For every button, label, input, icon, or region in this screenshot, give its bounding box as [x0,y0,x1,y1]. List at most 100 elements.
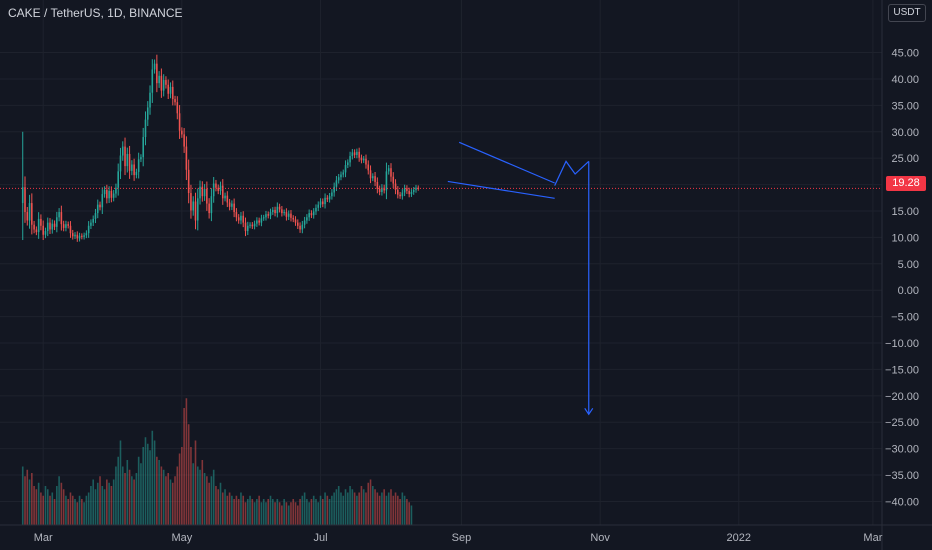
volume-bar [146,443,149,525]
volume-bar [69,492,72,525]
candle [153,59,156,74]
candle [71,229,74,240]
volume-bar [310,499,313,525]
candle [96,199,99,219]
candle [287,210,290,221]
wedge-lower-trendline[interactable] [447,180,555,199]
candle-body [42,225,44,235]
candle-body [185,146,188,170]
candle-body [244,222,247,232]
price-tick-label: 30.00 [891,127,919,139]
volume-bar [410,505,413,525]
volume-bar [44,486,47,525]
candle-body [315,207,317,212]
volume-bar [249,495,251,525]
volume-bar [267,499,270,525]
drawing-tools[interactable] [447,141,594,416]
volume-bar [399,499,401,525]
time-axis[interactable]: Mar May Jul Sep Nov 2022 Mar [0,524,932,544]
volume-bar [171,482,174,525]
candle [312,208,315,219]
volume-bar [85,495,88,525]
candle [201,181,204,202]
candle [367,160,370,175]
volume-bar [194,440,197,525]
volume-bar [351,489,354,525]
volume-bar [67,499,69,525]
volume-bar [408,502,410,525]
volume-bar [317,502,320,525]
volume-bar [128,469,131,525]
candle [381,184,383,196]
candle-body [249,224,251,226]
candle [210,188,213,222]
candle-body [160,75,163,91]
candle [158,71,160,88]
candle [140,154,142,163]
candle-body [228,202,231,207]
candle-body [372,176,374,179]
volume-bar [74,499,76,525]
candle-body [128,153,131,171]
volume-bar [124,473,126,525]
volume-bar [26,469,29,525]
candle-body [362,158,365,161]
volume-bar [265,502,267,525]
wedge-upper-trendline[interactable] [458,141,555,184]
candle-body [226,195,229,203]
volume-bar [299,499,301,525]
candle [228,198,231,211]
projection-path[interactable] [554,160,590,186]
volume-bar [210,476,213,525]
volume-bar [60,482,63,525]
price-axis[interactable]: 45.0040.0035.0030.0025.0020.0015.0010.00… [881,0,919,550]
candle [194,192,197,230]
currency-button[interactable]: USDT [888,4,926,22]
symbol-title[interactable]: CAKE / TetherUS, 1D, BINANCE [8,6,183,20]
candle [246,221,249,236]
candle-body [131,164,133,171]
candle-body [96,204,99,214]
time-tick-label: 2022 [727,532,751,544]
candle-body [278,206,281,210]
volume-bar [174,476,176,525]
volume-bar [374,489,376,525]
candle-body [146,107,149,120]
candle [271,207,274,215]
volume-bar [208,482,210,525]
volume-bar [158,460,160,525]
candle-body [340,174,342,178]
candle-body [310,213,313,216]
volume-bar [149,450,151,525]
candle-body [412,189,415,192]
candle [378,185,381,196]
candle [49,218,51,234]
candle [131,160,133,176]
candle-body [290,213,292,218]
candle-body [335,180,338,187]
candle [126,147,129,173]
candle [171,80,174,106]
candle [31,193,33,235]
volume-bar [156,456,158,525]
candle-body [124,146,126,167]
volume-bar [108,482,110,525]
candle-body [399,194,401,197]
volume-bar [119,440,122,525]
candle-body [344,165,347,173]
candle-body [212,183,215,197]
volume-bar [256,499,258,525]
volume-bar [87,492,90,525]
volume-bar [403,495,406,525]
candle [215,179,217,192]
candle [60,205,63,231]
candle [281,205,283,217]
volume-bar [99,476,101,525]
volume-bar [392,495,395,525]
candle [408,187,410,198]
price-tick-label: −15.00 [885,364,919,376]
volume-bar [406,499,408,525]
volume-bar [281,505,283,525]
candle-body [242,215,245,223]
